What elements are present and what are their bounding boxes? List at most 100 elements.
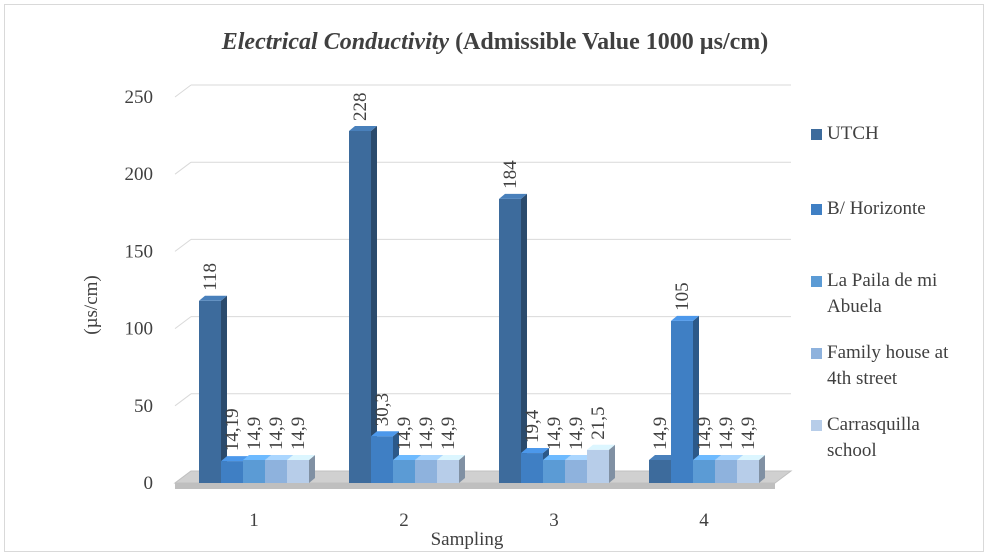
bar: [521, 453, 543, 483]
bar-side: [609, 444, 615, 483]
data-label: 228: [350, 92, 371, 121]
bar: [371, 436, 393, 483]
y-tick-label: 0: [144, 473, 154, 494]
gridline-side: [174, 84, 192, 98]
bar-side: [521, 193, 527, 484]
bar: [737, 459, 759, 483]
bar-side: [693, 315, 699, 483]
legend-label-line2: Abuela: [827, 296, 882, 317]
legend-label: Carrasquilla: [827, 414, 920, 435]
bar-top: [415, 454, 443, 460]
legend-item-b-horizonte: B/ Horizonte: [811, 196, 987, 222]
bar: [671, 320, 693, 483]
bar-top: [199, 295, 227, 301]
data-label: 30,3: [372, 393, 393, 426]
legend-label: UTCH: [827, 123, 879, 144]
bar-side: [459, 454, 465, 483]
data-label: 14,9: [544, 417, 565, 450]
bar-top: [393, 454, 421, 460]
chart-title: Electrical Conductivity (Admissible Valu…: [5, 29, 985, 56]
bar: [287, 459, 309, 483]
bar: [499, 198, 521, 484]
data-label: 14,9: [438, 417, 459, 450]
bar: [349, 130, 371, 483]
bar: [243, 459, 265, 483]
bar-top: [243, 454, 271, 460]
bar: [437, 459, 459, 483]
legend-swatch: [811, 348, 822, 359]
data-label: 14,9: [266, 417, 287, 450]
bar: [693, 459, 715, 483]
data-label: 14,9: [244, 417, 265, 450]
y-tick-label: 150: [125, 241, 154, 262]
legend-label: Family house at: [827, 342, 949, 363]
bar-side: [309, 454, 315, 483]
bar-top: [715, 454, 743, 460]
legend-label: La Paila de mi: [827, 270, 938, 291]
y-axis-title: (µs/cm): [81, 275, 102, 335]
bar-top: [287, 454, 315, 460]
bar-top: [221, 456, 249, 462]
bar-top: [265, 454, 293, 460]
bar: [393, 459, 415, 483]
legend-swatch: [811, 204, 822, 215]
bar-top: [737, 454, 765, 460]
bar: [265, 459, 287, 483]
x-tick-label: 3: [549, 510, 559, 531]
bar: [715, 459, 737, 483]
data-label: 14,9: [716, 417, 737, 450]
bar: [221, 461, 243, 483]
y-tick-label: 200: [125, 164, 154, 185]
bar-top: [587, 444, 615, 450]
chart-title-italic: Electrical Conductivity: [221, 29, 450, 55]
bar: [587, 449, 609, 483]
x-tick-label: 2: [399, 510, 409, 531]
gridline-side: [174, 161, 192, 175]
bar: [649, 459, 671, 483]
bar-side: [371, 125, 377, 483]
data-label: 14,9: [288, 417, 309, 450]
bar: [415, 459, 437, 483]
x-tick-label: 4: [699, 510, 709, 531]
bar-side: [221, 295, 227, 483]
bar-top: [521, 448, 549, 454]
data-label: 19,4: [522, 409, 543, 443]
legend-label-line2: 4th street: [827, 368, 898, 389]
bar-top: [499, 193, 527, 199]
bar-top: [543, 454, 571, 460]
data-label: 14,9: [694, 417, 715, 450]
bar-top: [649, 454, 677, 460]
bar: [543, 459, 565, 483]
bar-side: [759, 454, 765, 483]
data-label: 21,5: [588, 407, 609, 440]
y-tick-label: 250: [125, 87, 154, 108]
bar-top: [437, 454, 465, 460]
gridline-side: [174, 316, 192, 330]
legend-label-line2: school: [827, 440, 877, 461]
data-label: 14,9: [566, 417, 587, 450]
bar-top: [349, 125, 377, 131]
bar-top: [371, 431, 399, 437]
y-tick-label: 100: [125, 319, 154, 340]
chart-frame: Electrical Conductivity (Admissible Valu…: [4, 4, 984, 552]
data-label: 14,9: [416, 417, 437, 450]
data-label: 14,9: [394, 417, 415, 450]
data-label: 14,9: [650, 417, 671, 450]
legend-swatch: [811, 276, 822, 287]
chart-title-rest: (Admissible Value 1000 µs/cm): [449, 29, 769, 55]
bar-top: [671, 315, 699, 321]
bar: [199, 300, 221, 483]
legend-swatch: [811, 129, 822, 140]
gridline-side: [174, 393, 192, 407]
data-label: 184: [500, 160, 521, 189]
chart-floor-edge: [175, 483, 775, 489]
data-label: 118: [200, 263, 221, 291]
gridline-side: [174, 238, 192, 252]
legend-item-la-paila: La Paila de mi Abuela: [811, 268, 987, 320]
legend-item-utch: UTCH: [811, 121, 987, 147]
bar: [565, 459, 587, 483]
x-axis-title: Sampling: [431, 529, 504, 550]
legend-label: B/ Horizonte: [827, 198, 926, 219]
data-label: 14,19: [222, 408, 243, 451]
